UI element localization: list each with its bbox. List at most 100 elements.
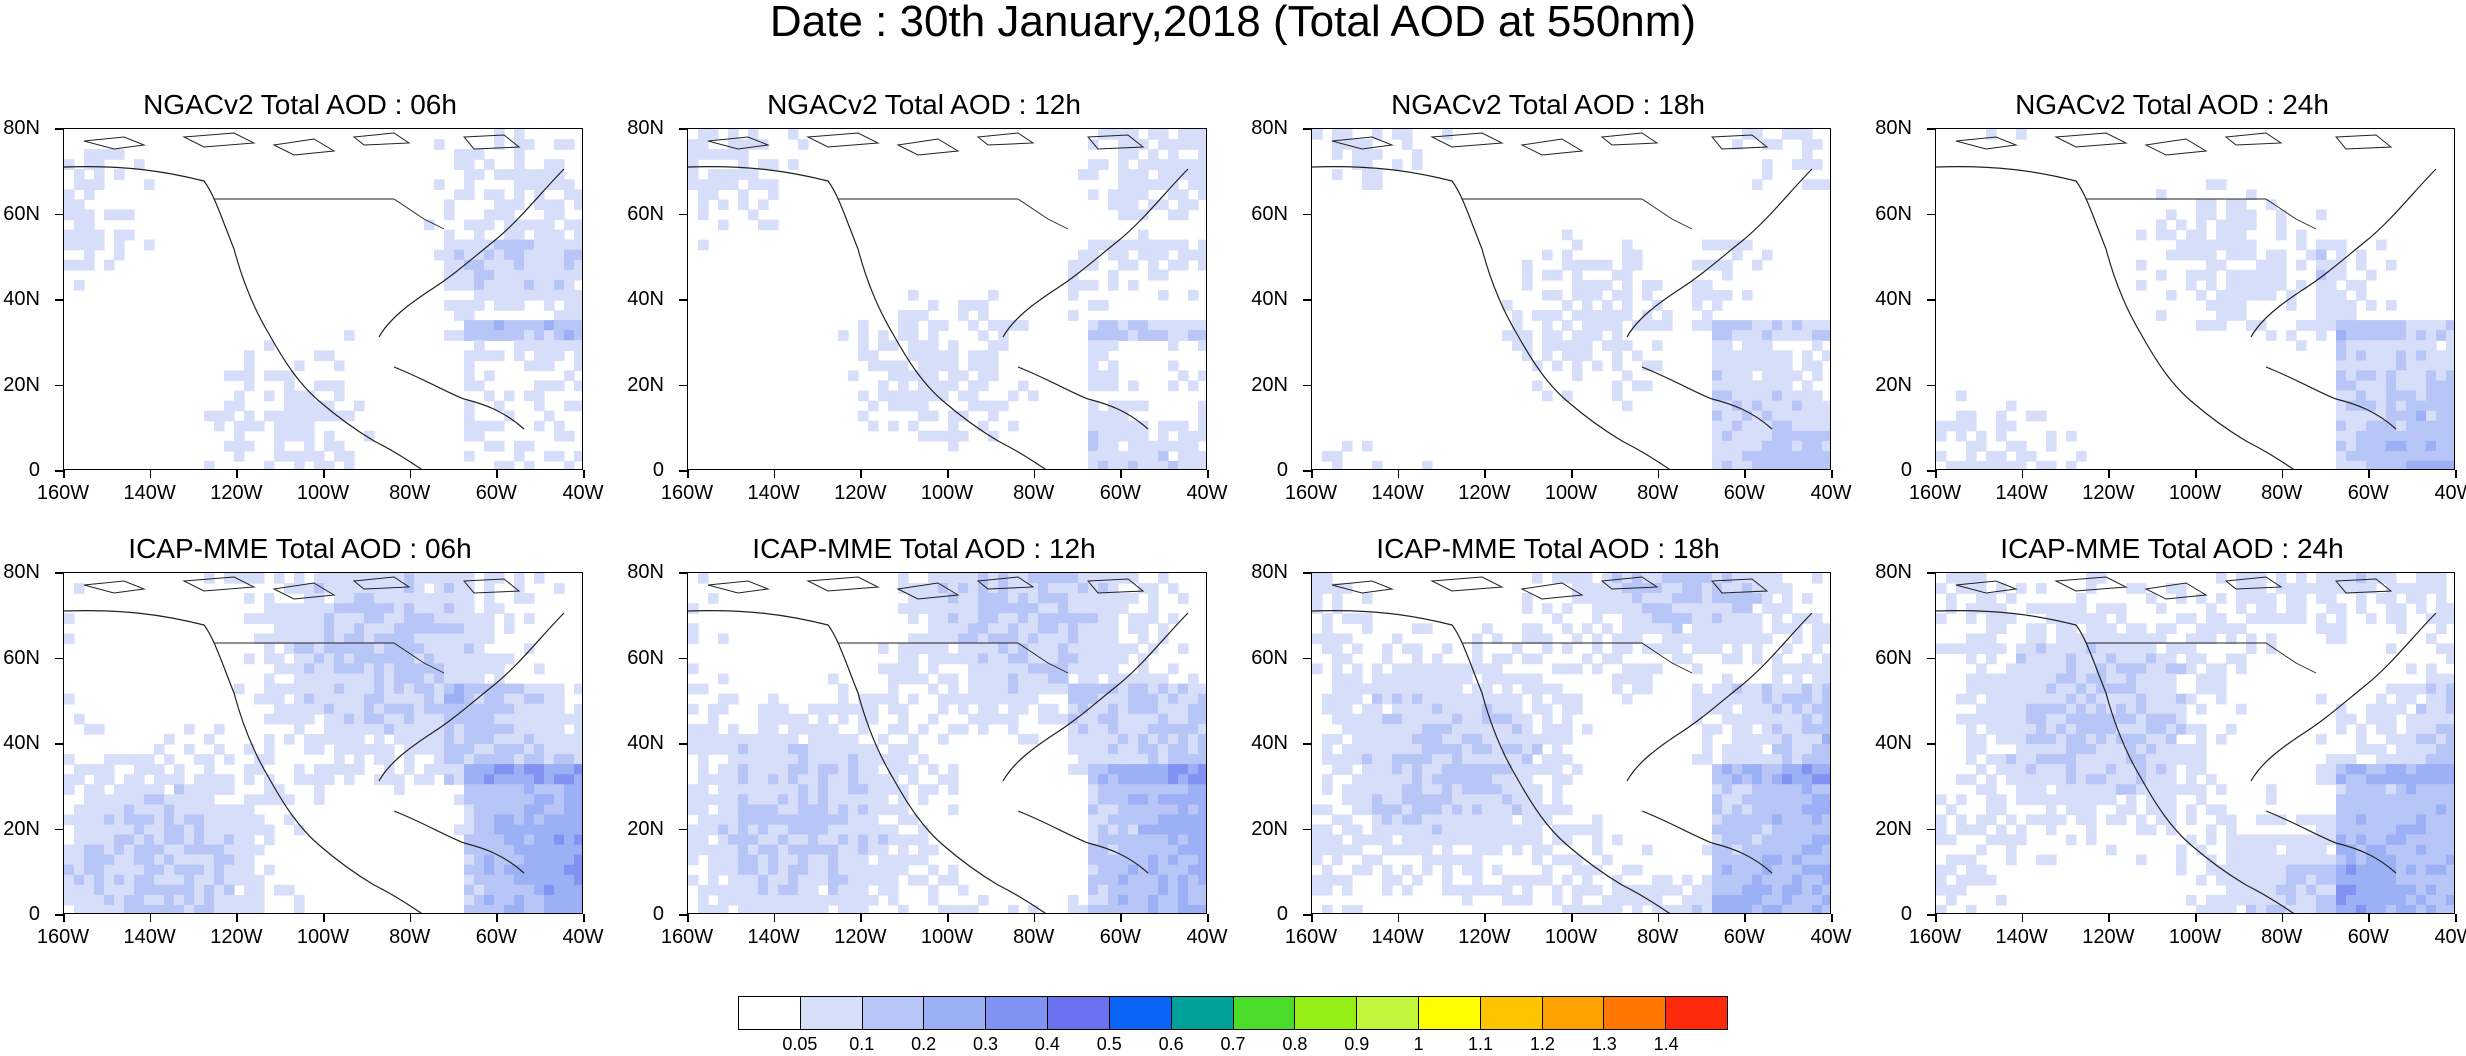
country-border: [2086, 642, 2317, 674]
lon-tick-label: 40W: [562, 926, 604, 948]
coastline: [2250, 612, 2437, 782]
aod-field-svg: [1312, 129, 1830, 469]
lat-tick-label: 0: [1276, 459, 1288, 481]
island-outline: [462, 578, 521, 594]
lon-tick-label: 100W: [2168, 482, 2222, 504]
coastline: [1017, 810, 1149, 874]
lat-tick-label: 0: [28, 903, 40, 925]
panel-title: ICAP-MME Total AOD : 18h: [1376, 533, 1720, 564]
panel-title: ICAP-MME Total AOD : 12h: [752, 533, 1096, 564]
lon-tick-mark: [1033, 470, 1036, 478]
lon-tick-label: 80W: [2261, 482, 2303, 504]
figure-title: Date : 30th January,2018 (Total AOD at 5…: [769, 0, 1697, 46]
aod-field-svg: [688, 129, 1206, 469]
lon-tick-mark: [409, 470, 412, 478]
lon-tick-label: 40W: [2434, 482, 2466, 504]
lat-tick-label: 80N: [1875, 561, 1912, 583]
colorbar-label: 0.2: [911, 1034, 937, 1054]
coastline: [1641, 810, 1773, 874]
island-outline: [806, 576, 880, 592]
island-outline: [2054, 576, 2128, 592]
lon-tick-label: 80W: [1013, 482, 1055, 504]
lon-tick-label: 100W: [920, 482, 974, 504]
panel-title: NGACv2 Total AOD : 18h: [1391, 89, 1705, 120]
lon-tick-label: 140W: [123, 482, 176, 504]
aod-field-svg: [1936, 573, 2454, 913]
island-outline: [2224, 132, 2283, 146]
island-outline: [1430, 132, 1504, 148]
lon-tick-label: 100W: [1544, 482, 1598, 504]
island-outline: [182, 576, 256, 592]
coastline: [2250, 168, 2437, 338]
lon-tick-mark: [2108, 470, 2110, 478]
lat-tick-label: 0: [652, 459, 664, 481]
lat-tick-mark: [1303, 828, 1311, 830]
lat-tick-mark: [1927, 657, 1935, 659]
panel-title: NGACv2 Total AOD : 12h: [767, 89, 1081, 120]
lon-tick-label: 140W: [123, 926, 176, 948]
lat-tick-mark: [1303, 384, 1311, 386]
lon-tick-label: 40W: [2434, 926, 2466, 948]
coastline: [1312, 166, 1671, 469]
colorbar-box: [1542, 997, 1605, 1029]
aod-map: [1311, 128, 1831, 470]
colorbar: [738, 996, 1728, 1030]
lon-tick-mark: [1744, 470, 1746, 478]
lon-tick-mark: [63, 470, 65, 478]
aod-map: [1311, 572, 1831, 914]
lat-tick-mark: [55, 213, 63, 215]
island-outline: [976, 132, 1035, 146]
lat-tick-label: 20N: [627, 817, 664, 840]
lat-tick-label: 40N: [627, 288, 664, 310]
lon-tick-mark: [1571, 914, 1573, 922]
island-outline: [1430, 576, 1504, 592]
lon-tick-label: 60W: [475, 482, 517, 504]
aod-field-svg: [64, 129, 582, 469]
lon-tick-label: 60W: [475, 926, 517, 948]
coastline: [393, 810, 525, 874]
aod-map: [687, 128, 1207, 470]
lat-tick-label: 80N: [1251, 561, 1288, 583]
lat-tick-mark: [1927, 572, 1935, 574]
lon-tick-label: 60W: [1099, 926, 1141, 948]
lat-tick-mark: [55, 299, 63, 301]
lat-tick-label: 80N: [3, 117, 40, 139]
lat-tick-mark: [1927, 828, 1935, 830]
lon-tick-mark: [2368, 470, 2370, 478]
aod-map: [1935, 572, 2455, 914]
lon-tick-mark: [2021, 914, 2024, 922]
lat-tick-mark: [679, 213, 687, 215]
aod-map: [63, 572, 583, 914]
lat-tick-label: 60N: [3, 646, 40, 669]
lon-tick-label: 120W: [2082, 482, 2135, 504]
island-outline: [707, 136, 770, 150]
island-outline: [352, 576, 411, 590]
lat-tick-mark: [679, 384, 687, 386]
lat-tick-mark: [1303, 572, 1311, 574]
lon-tick-label: 100W: [296, 482, 350, 504]
lat-tick-mark: [55, 657, 63, 659]
coastline: [64, 610, 423, 913]
island-outline: [272, 138, 336, 156]
lon-tick-mark: [860, 914, 862, 922]
lon-tick-mark: [1397, 470, 1400, 478]
lat-tick-mark: [1927, 470, 1935, 472]
lon-tick-label: 140W: [1995, 926, 2048, 948]
colorbar-box: [1666, 997, 1727, 1029]
aod-field-svg: [1312, 573, 1830, 913]
lon-tick-label: 140W: [1995, 482, 2048, 504]
colorbar-label: 0.6: [1158, 1034, 1184, 1054]
lat-tick-mark: [679, 572, 687, 574]
lon-tick-label: 60W: [2347, 926, 2389, 948]
lat-tick-label: 40N: [627, 732, 664, 754]
country-border: [214, 642, 445, 674]
lon-tick-label: 60W: [2347, 482, 2389, 504]
lon-tick-label: 140W: [1371, 926, 1424, 948]
colorbar-box: [1233, 997, 1296, 1029]
lat-tick-mark: [1927, 384, 1935, 386]
lat-tick-label: 40N: [1875, 732, 1912, 754]
island-outline: [896, 582, 960, 600]
lon-tick-label: 160W: [660, 482, 714, 504]
colorbar-box: [1171, 997, 1234, 1029]
lon-tick-label: 80W: [389, 926, 431, 948]
